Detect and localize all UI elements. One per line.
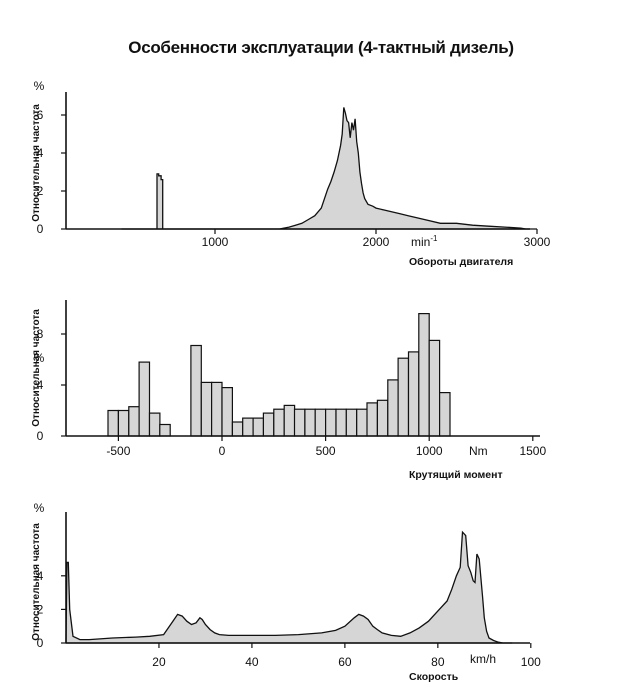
torque-bar: [252, 417, 265, 437]
rpm-y-tick-label: 4: [37, 146, 44, 160]
rpm-x-unit-superscript: -1: [430, 234, 438, 243]
rpm-y-tick-label: 6: [37, 108, 44, 122]
rpm-y-tick-label: 2: [37, 184, 44, 198]
torque-bar: [138, 361, 151, 437]
torque-x-tick-label: 1000: [416, 444, 443, 458]
torque-bar: [387, 379, 399, 437]
speed-distribution-area: [65, 530, 513, 644]
torque-bar: [262, 412, 275, 437]
torque-bar: [325, 408, 337, 437]
torque-y-axis-title: Относительная частота: [31, 309, 42, 427]
torque-bar: [200, 381, 213, 437]
rpm-distribution-area: [121, 107, 537, 230]
speed-y-tick-label: 0: [37, 636, 44, 650]
torque-y-tick-label: 8: [37, 327, 44, 341]
torque-bar: [418, 313, 430, 437]
speed-y-tick-label: 2: [37, 602, 44, 616]
torque-bar: [128, 406, 140, 437]
torque-bar: [273, 408, 285, 437]
torque-bar: [159, 423, 171, 437]
torque-x-axis-title: Крутящий момент: [409, 469, 503, 481]
speed-x-unit-label: km/h: [470, 652, 496, 666]
torque-percent-label: %: [34, 351, 45, 365]
speed-x-tick-label: 80: [431, 655, 445, 669]
torque-bar: [314, 408, 327, 437]
torque-x-tick-label: 500: [316, 444, 336, 458]
rpm-y-tick-label: 0: [37, 222, 44, 236]
speed-x-tick-label: 20: [152, 655, 166, 669]
torque-bar: [356, 408, 368, 437]
torque-bar: [242, 417, 254, 437]
rpm-x-unit-label: min-1: [411, 234, 438, 249]
speed-x-tick-label: 40: [245, 655, 259, 669]
speed-x-axis-title: Скорость: [409, 671, 459, 683]
torque-y-tick-label: 4: [37, 378, 44, 392]
torque-x-unit-label: Nm: [469, 444, 488, 458]
torque-bar: [428, 339, 441, 437]
torque-bar: [283, 404, 296, 437]
torque-bar: [221, 387, 233, 437]
page-title: Особенности эксплуатации (4-тактный дизе…: [128, 38, 514, 57]
speed-y-tick-label: 4: [37, 569, 44, 583]
torque-bar: [376, 399, 389, 437]
torque-x-tick-label: 1500: [519, 444, 546, 458]
torque-bar: [304, 408, 316, 437]
torque-bar: [211, 381, 223, 437]
rpm-y-axis-title: Относительная частота: [31, 104, 42, 222]
rpm-x-tick-label: 1000: [202, 235, 229, 249]
torque-bar: [439, 392, 451, 437]
torque-bar: [345, 408, 358, 437]
torque-bar: [366, 402, 378, 437]
rpm-x-tick-label: 2000: [363, 235, 390, 249]
torque-bar: [190, 344, 202, 437]
torque-bar: [407, 351, 420, 437]
speed-x-tick-label: 60: [338, 655, 352, 669]
torque-bar: [293, 408, 306, 437]
torque-x-tick-label: -500: [106, 444, 130, 458]
speed-percent-label: %: [34, 501, 45, 515]
speed-x-tick-label: 100: [521, 655, 541, 669]
torque-bar: [117, 409, 130, 437]
torque-bar: [107, 409, 119, 437]
speed-y-axis-title: Относительная частота: [31, 523, 42, 641]
rpm-x-tick-label: 3000: [524, 235, 551, 249]
torque-x-tick-label: 0: [219, 444, 226, 458]
rpm-x-axis-title: Обороты двигателя: [409, 256, 513, 268]
torque-y-tick-label: 0: [37, 429, 44, 443]
torque-bar: [397, 357, 410, 437]
rpm-percent-label: %: [34, 79, 45, 93]
torque-bar: [335, 408, 347, 437]
torque-bar: [231, 421, 244, 437]
torque-bar: [148, 412, 161, 437]
